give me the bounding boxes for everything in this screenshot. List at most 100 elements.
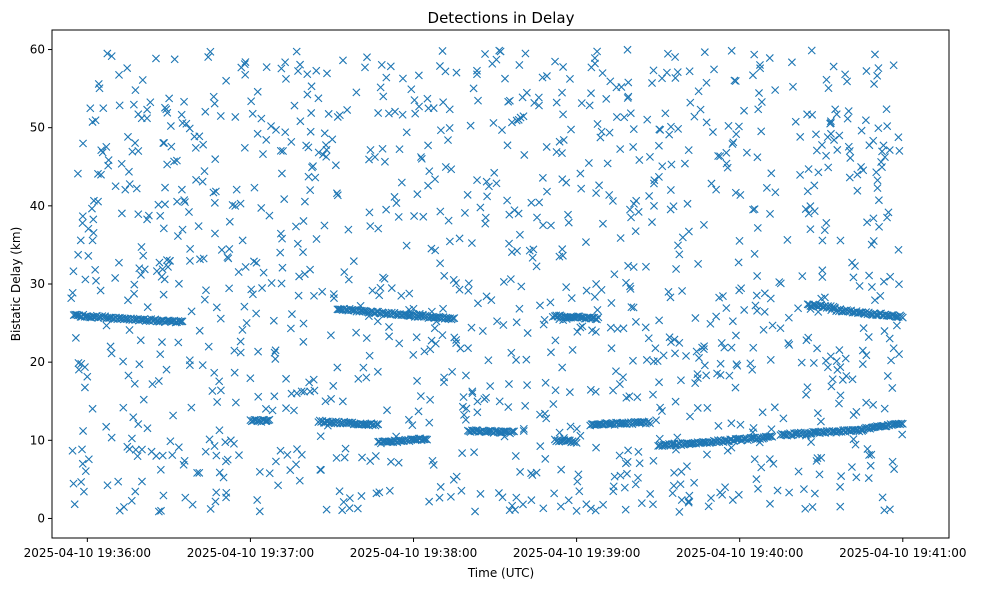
detection-point bbox=[482, 393, 491, 402]
detection-point bbox=[532, 262, 541, 271]
detection-point bbox=[436, 207, 445, 216]
detection-point bbox=[785, 340, 794, 349]
detection-point bbox=[753, 306, 762, 315]
detection-point bbox=[303, 90, 312, 99]
detection-point bbox=[398, 110, 407, 119]
detection-point bbox=[750, 50, 759, 59]
detection-point bbox=[450, 314, 459, 323]
detection-point bbox=[584, 159, 593, 167]
detection-point bbox=[412, 333, 421, 342]
detection-point bbox=[426, 395, 435, 404]
detection-point bbox=[605, 190, 614, 199]
detection-point bbox=[380, 157, 389, 166]
detection-point bbox=[158, 451, 167, 460]
detection-point bbox=[832, 110, 841, 119]
detection-point bbox=[170, 157, 179, 166]
x-tick-label: 2025-04-10 19:38:00 bbox=[350, 546, 477, 560]
detection-point bbox=[99, 104, 108, 113]
detection-point bbox=[765, 455, 774, 464]
detection-point bbox=[201, 107, 210, 116]
detection-point bbox=[539, 504, 548, 513]
detection-point bbox=[883, 371, 892, 380]
x-tick-label: 2025-04-10 19:39:00 bbox=[513, 546, 640, 560]
detection-point bbox=[655, 316, 664, 325]
detection-point bbox=[103, 49, 112, 58]
detection-point bbox=[222, 493, 231, 502]
detection-point bbox=[278, 263, 287, 272]
detection-point bbox=[294, 66, 303, 75]
detection-point bbox=[265, 415, 274, 424]
detection-point bbox=[174, 443, 183, 452]
detection-point bbox=[803, 383, 812, 392]
detection-point bbox=[885, 334, 894, 343]
detection-point bbox=[295, 272, 304, 281]
detection-point bbox=[382, 205, 391, 214]
detection-point bbox=[616, 234, 625, 243]
detection-point bbox=[867, 240, 876, 249]
y-tick-label: 30 bbox=[30, 277, 45, 291]
detection-point bbox=[208, 387, 217, 395]
detection-point bbox=[88, 236, 97, 245]
detection-point bbox=[270, 392, 279, 401]
detection-point bbox=[734, 490, 743, 499]
detection-point bbox=[431, 175, 439, 184]
detection-point bbox=[283, 450, 292, 459]
detection-point bbox=[728, 317, 737, 326]
detection-point bbox=[168, 451, 177, 460]
detection-point bbox=[262, 135, 271, 144]
detection-point bbox=[770, 403, 779, 412]
detection-point bbox=[598, 69, 607, 78]
detection-point bbox=[131, 445, 140, 454]
detection-point bbox=[287, 137, 296, 146]
detection-point bbox=[644, 334, 653, 343]
detection-point bbox=[801, 504, 810, 513]
detection-point bbox=[395, 339, 404, 348]
detection-point bbox=[483, 192, 492, 201]
detection-point bbox=[294, 291, 303, 300]
detection-point bbox=[710, 65, 719, 74]
detection-point bbox=[333, 363, 342, 372]
detection-point bbox=[648, 79, 657, 88]
detection-point bbox=[286, 324, 295, 333]
detection-point bbox=[219, 473, 228, 482]
detection-point bbox=[343, 105, 352, 114]
detection-point bbox=[633, 393, 642, 402]
detection-point bbox=[195, 132, 204, 141]
detection-point bbox=[489, 118, 498, 127]
detection-point bbox=[818, 266, 827, 275]
detection-point bbox=[464, 286, 473, 295]
detection-point bbox=[436, 126, 445, 135]
detection-point bbox=[593, 119, 602, 128]
detection-point bbox=[361, 63, 369, 72]
detection-point bbox=[894, 280, 903, 289]
detection-point bbox=[295, 476, 304, 485]
detection-point bbox=[231, 398, 240, 407]
detection-point bbox=[706, 319, 715, 328]
detection-point bbox=[861, 116, 870, 125]
detection-point bbox=[181, 493, 190, 502]
detection-point bbox=[366, 457, 375, 466]
detection-point bbox=[598, 219, 607, 228]
detection-point bbox=[686, 98, 695, 107]
detection-point bbox=[449, 475, 458, 484]
detection-point bbox=[185, 124, 194, 133]
detection-point bbox=[250, 183, 259, 192]
detection-point bbox=[641, 323, 650, 332]
detection-point bbox=[808, 110, 817, 119]
detection-point bbox=[279, 146, 287, 155]
detection-point bbox=[172, 156, 181, 165]
detection-point bbox=[619, 324, 628, 333]
detection-point bbox=[84, 455, 93, 464]
detection-point bbox=[417, 154, 426, 163]
detection-point bbox=[720, 343, 729, 352]
detection-point bbox=[447, 165, 456, 174]
detection-point bbox=[826, 119, 835, 128]
detection-point bbox=[185, 256, 194, 265]
detection-point bbox=[326, 331, 335, 340]
detection-point bbox=[674, 241, 682, 250]
detection-point bbox=[473, 397, 482, 406]
x-axis-label: Time (UTC) bbox=[467, 566, 534, 580]
detection-point bbox=[622, 278, 631, 287]
detection-point bbox=[156, 465, 165, 474]
detection-point bbox=[501, 74, 509, 83]
